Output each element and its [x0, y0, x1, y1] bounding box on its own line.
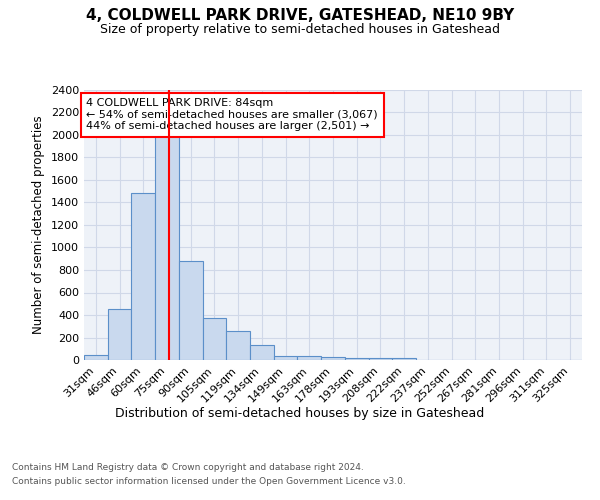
Bar	[274, 356, 298, 360]
Bar	[321, 357, 345, 360]
Bar	[298, 356, 321, 360]
Bar	[179, 261, 203, 360]
Bar	[250, 346, 274, 360]
Bar	[392, 358, 416, 360]
Bar	[368, 358, 392, 360]
Y-axis label: Number of semi-detached properties: Number of semi-detached properties	[32, 116, 46, 334]
Text: Size of property relative to semi-detached houses in Gateshead: Size of property relative to semi-detach…	[100, 22, 500, 36]
Bar	[345, 358, 368, 360]
Bar	[155, 130, 179, 360]
Bar	[226, 332, 250, 360]
Text: 4, COLDWELL PARK DRIVE, GATESHEAD, NE10 9BY: 4, COLDWELL PARK DRIVE, GATESHEAD, NE10 …	[86, 8, 514, 22]
Text: Contains public sector information licensed under the Open Government Licence v3: Contains public sector information licen…	[12, 478, 406, 486]
Bar	[131, 194, 155, 360]
Text: Contains HM Land Registry data © Crown copyright and database right 2024.: Contains HM Land Registry data © Crown c…	[12, 462, 364, 471]
Bar	[108, 310, 131, 360]
Text: 4 COLDWELL PARK DRIVE: 84sqm
← 54% of semi-detached houses are smaller (3,067)
4: 4 COLDWELL PARK DRIVE: 84sqm ← 54% of se…	[86, 98, 378, 132]
Bar	[203, 318, 226, 360]
Bar	[84, 355, 108, 360]
Text: Distribution of semi-detached houses by size in Gateshead: Distribution of semi-detached houses by …	[115, 408, 485, 420]
